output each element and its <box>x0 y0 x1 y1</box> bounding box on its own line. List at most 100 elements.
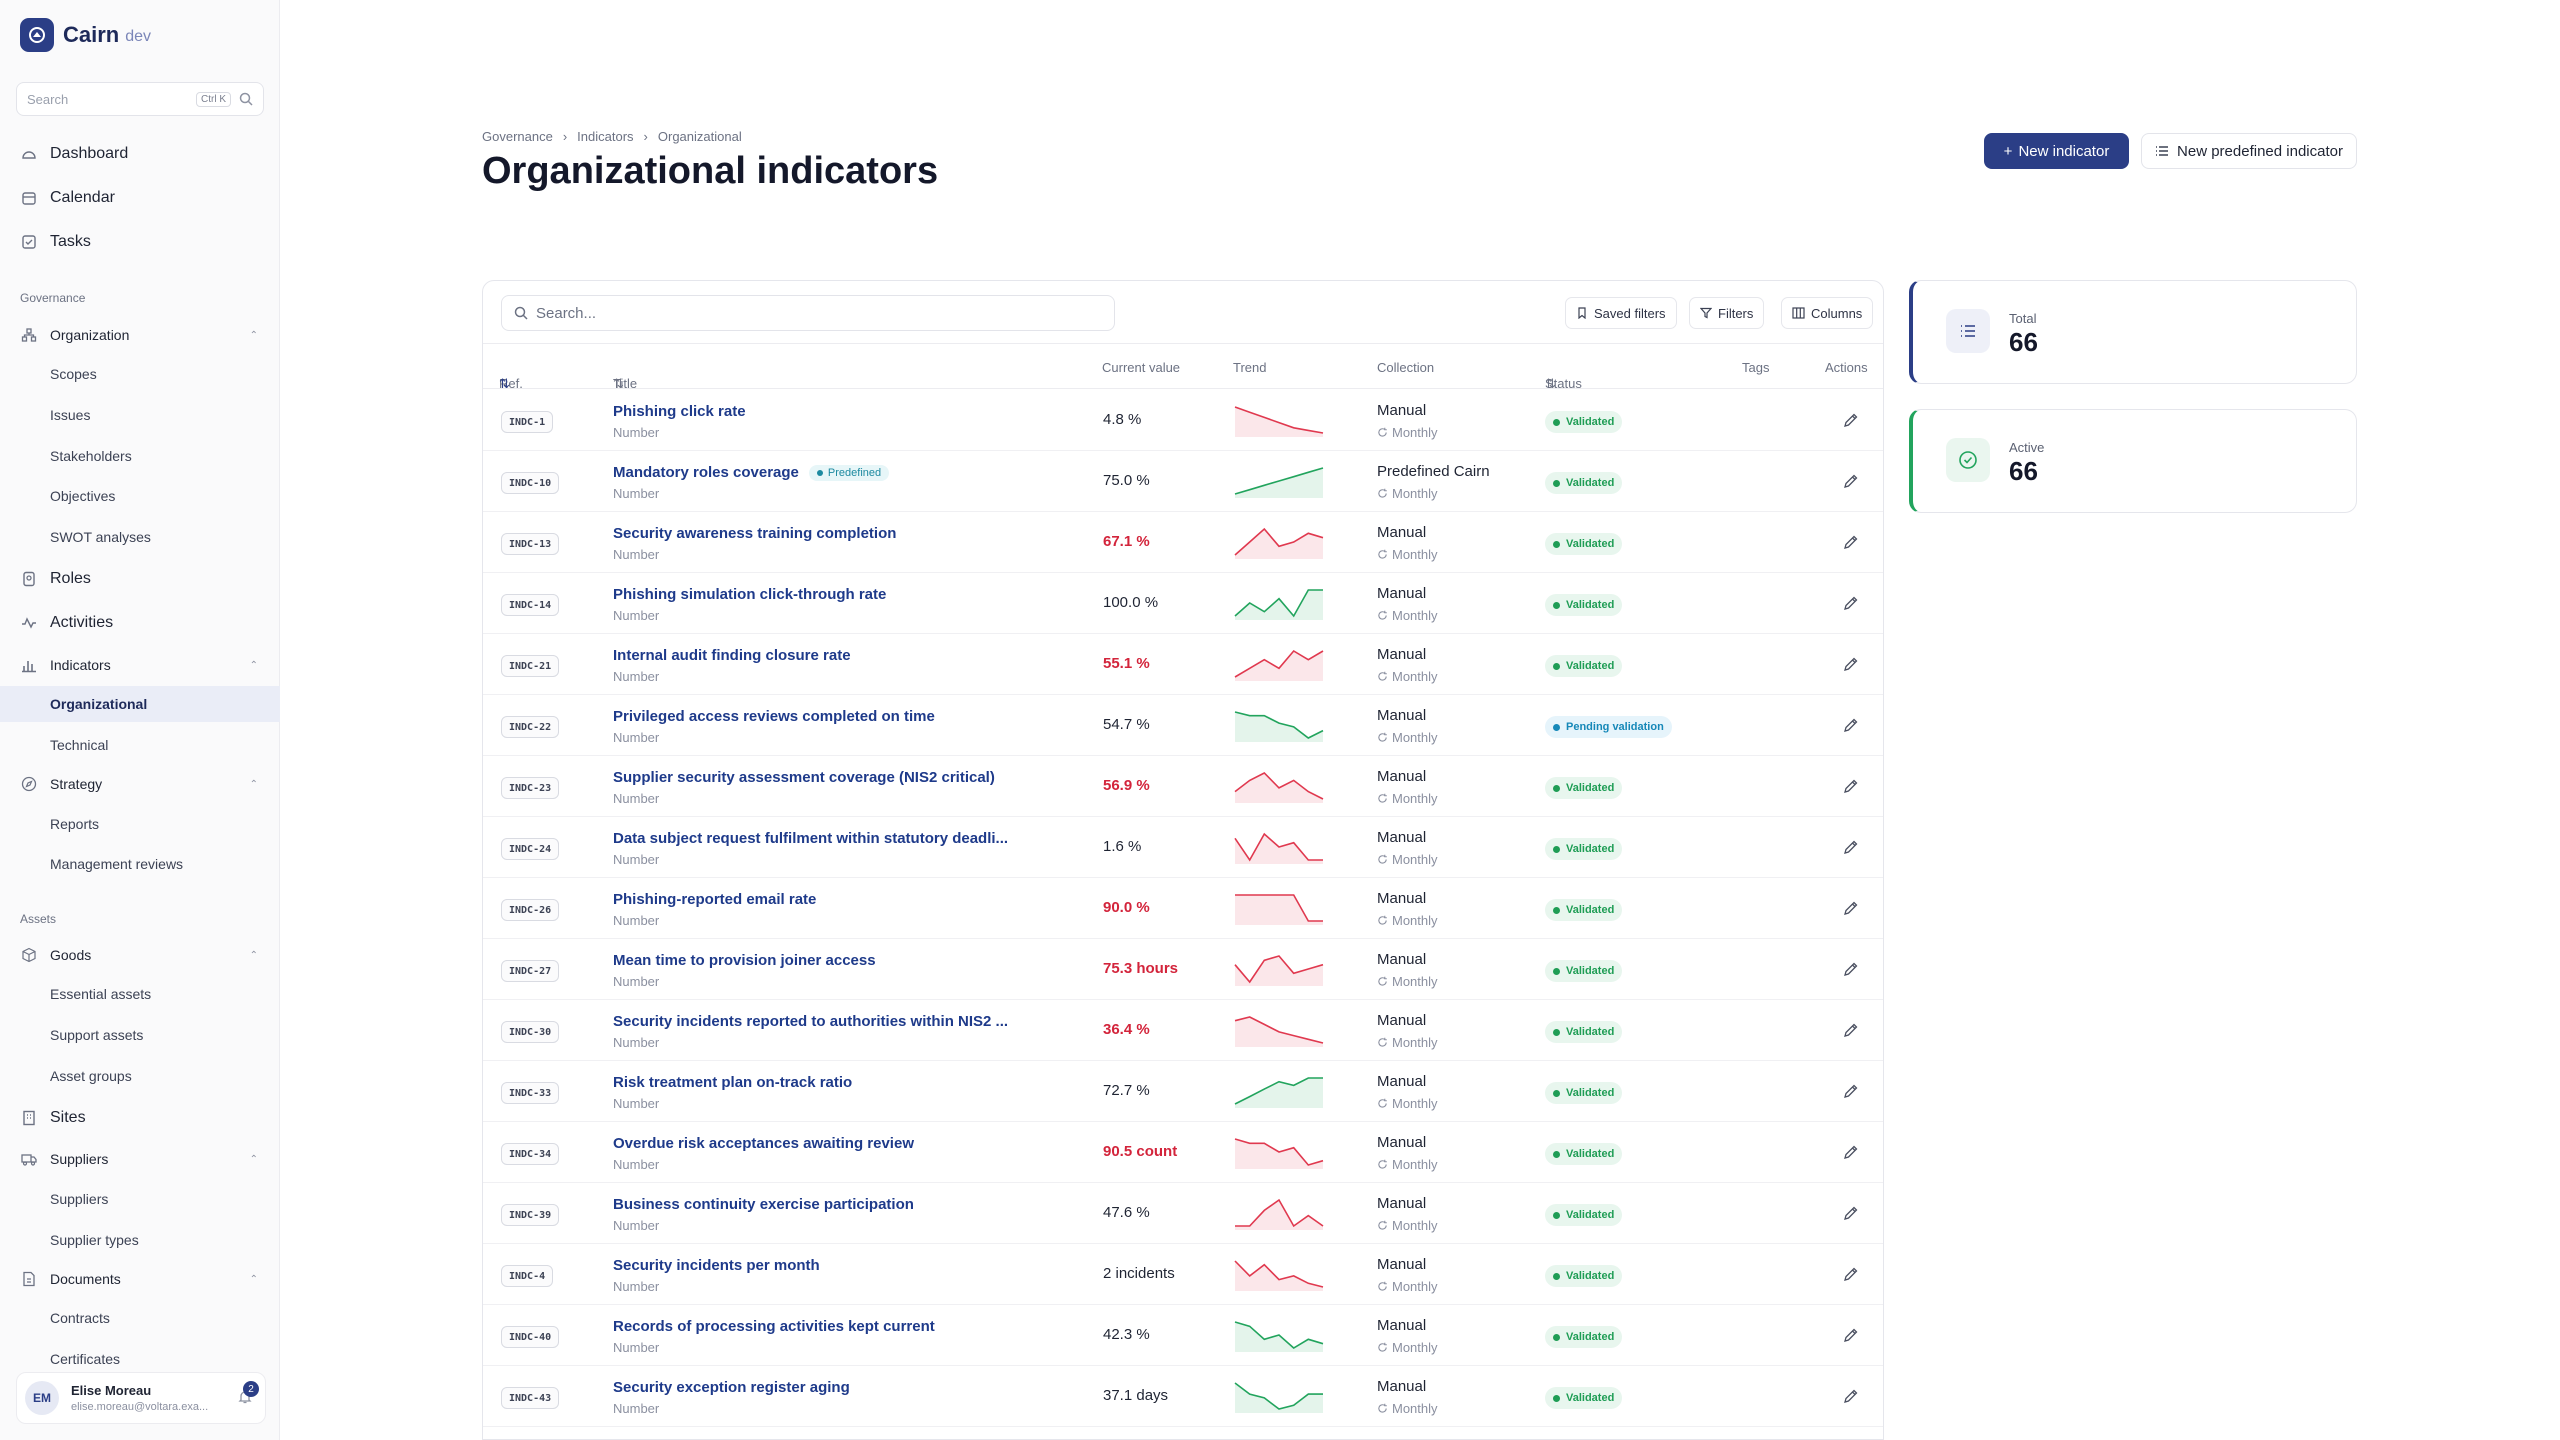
indicator-title-link[interactable]: Mean time to provision joiner access <box>613 952 876 969</box>
edit-button[interactable] <box>1843 1266 1859 1287</box>
table-row[interactable]: INDC-22 Privileged access reviews complet… <box>483 695 1883 756</box>
table-row[interactable]: INDC-34 Overdue risk acceptances awaiting… <box>483 1122 1883 1183</box>
indicator-title-link[interactable]: Phishing-reported email rate <box>613 891 816 908</box>
sidebar-item-stakeholders[interactable]: Stakeholders <box>50 448 132 464</box>
table-row[interactable]: INDC-39 Business continuity exercise part… <box>483 1183 1883 1244</box>
table-row[interactable]: INDC-43 Security exception register aging… <box>483 1366 1883 1427</box>
notifications-button[interactable]: 2 <box>237 1381 259 1410</box>
table-row[interactable]: INDC-40 Records of processing activities … <box>483 1305 1883 1366</box>
sidebar-item-asset-groups[interactable]: Asset groups <box>50 1068 132 1084</box>
edit-button[interactable] <box>1843 717 1859 738</box>
sidebar-group-indicators[interactable]: Indicators ⌃ <box>0 653 280 677</box>
table-search-input[interactable]: Search... <box>501 295 1115 331</box>
trend-sparkline <box>1234 467 1324 498</box>
edit-button[interactable] <box>1843 1205 1859 1226</box>
edit-button[interactable] <box>1843 778 1859 799</box>
indicator-title-link[interactable]: Internal audit finding closure rate <box>613 647 851 664</box>
indicator-title-link[interactable]: Security exception register aging <box>613 1379 850 1396</box>
calendar-icon <box>20 189 38 207</box>
sidebar-item-technical[interactable]: Technical <box>50 737 109 753</box>
sidebar-item-swot[interactable]: SWOT analyses <box>50 529 151 545</box>
edit-button[interactable] <box>1843 839 1859 860</box>
sidebar-item-contracts[interactable]: Contracts <box>50 1310 110 1326</box>
indicator-title-link[interactable]: Supplier security assessment coverage (N… <box>613 769 995 786</box>
table-row[interactable]: INDC-27 Mean time to provision joiner acc… <box>483 939 1883 1000</box>
sidebar-item-sites[interactable]: Sites <box>0 1104 280 1132</box>
table-row[interactable]: INDC-30 Security incidents reported to au… <box>483 1000 1883 1061</box>
indicator-title-link[interactable]: Risk treatment plan on-track ratio <box>613 1074 852 1091</box>
table-row[interactable]: INDC-4 Security incidents per month Number… <box>483 1244 1883 1305</box>
sparkline-line <box>1234 1260 1324 1288</box>
sidebar-item-reports[interactable]: Reports <box>50 816 100 832</box>
sidebar-item-scopes[interactable]: Scopes <box>50 366 97 382</box>
sidebar-group-goods[interactable]: Goods ⌃ <box>0 943 280 967</box>
collection-method: Manual <box>1377 585 1427 602</box>
table-row[interactable]: INDC-13 Security awareness training compl… <box>483 512 1883 573</box>
breadcrumb-item[interactable]: Indicators <box>577 129 634 144</box>
indicator-title-link[interactable]: Data subject request fulfilment within s… <box>613 830 1008 847</box>
sidebar-item-issues[interactable]: Issues <box>50 407 91 423</box>
edit-button[interactable] <box>1843 1327 1859 1348</box>
indicator-ref: INDC-26 <box>501 899 560 921</box>
edit-button[interactable] <box>1843 473 1859 494</box>
sidebar-item-organizational[interactable]: Organizational <box>0 686 280 722</box>
indicator-title-link[interactable]: Security incidents per month <box>613 1257 820 1274</box>
edit-button[interactable] <box>1843 534 1859 555</box>
table-row[interactable]: INDC-23 Supplier security assessment cove… <box>483 756 1883 817</box>
chevron-right-icon: › <box>643 129 648 144</box>
table-row[interactable]: INDC-26 Phishing-reported email rate Numbe… <box>483 878 1883 939</box>
table-row[interactable]: INDC-1 Phishing click rate Number 4.8 % Manu… <box>483 390 1883 451</box>
indicator-title-link[interactable]: Mandatory roles coverage Predefined <box>613 464 890 482</box>
sidebar-item-objectives[interactable]: Objectives <box>50 488 116 504</box>
sidebar-item-support-assets[interactable]: Support assets <box>50 1027 144 1043</box>
edit-button[interactable] <box>1843 656 1859 677</box>
indicator-ref: INDC-4 <box>501 1265 554 1287</box>
table-row[interactable]: INDC-21 Internal audit finding closure ra… <box>483 634 1883 695</box>
user-menu[interactable]: EM Elise Moreau elise.moreau@voltara.exa… <box>16 1372 266 1424</box>
indicator-title-link[interactable]: Security incidents reported to authoriti… <box>613 1013 1008 1030</box>
table-row[interactable]: INDC-14 Phishing simulation click-through… <box>483 573 1883 634</box>
sidebar-group-organization[interactable]: Organization ⌃ <box>0 323 280 347</box>
sidebar-item-certificates[interactable]: Certificates <box>50 1351 121 1367</box>
sidebar-item-suppliers[interactable]: Suppliers <box>50 1191 109 1207</box>
indicator-title-link[interactable]: Records of processing activities kept cu… <box>613 1318 935 1335</box>
table-row[interactable]: INDC-33 Risk treatment plan on-track rati… <box>483 1061 1883 1122</box>
table-row[interactable]: INDC-10 Mandatory roles coverage Predefine… <box>483 451 1883 512</box>
indicator-title-link[interactable]: Phishing click rate <box>613 403 746 420</box>
edit-button[interactable] <box>1843 1083 1859 1104</box>
indicator-title: Phishing-reported email rate <box>613 891 817 908</box>
sidebar-item-dashboard[interactable]: Dashboard <box>0 140 280 168</box>
sidebar-item-tasks[interactable]: Tasks <box>0 228 280 256</box>
new-predefined-indicator-button[interactable]: New predefined indicator <box>2141 133 2357 169</box>
columns-button[interactable]: Columns <box>1781 297 1874 329</box>
sidebar-group-suppliers[interactable]: Suppliers ⌃ <box>0 1147 280 1171</box>
edit-button[interactable] <box>1843 1144 1859 1165</box>
indicator-title-link[interactable]: Business continuity exercise participati… <box>613 1196 914 1213</box>
indicator-title-link[interactable]: Overdue risk acceptances awaiting review <box>613 1135 914 1152</box>
sidebar-item-management-reviews[interactable]: Management reviews <box>50 856 184 872</box>
table-row[interactable]: INDC-24 Data subject request fulfilment w… <box>483 817 1883 878</box>
sidebar-item-roles[interactable]: Roles <box>0 565 280 593</box>
breadcrumb-item[interactable]: Governance <box>482 129 553 144</box>
edit-button[interactable] <box>1843 961 1859 982</box>
edit-button[interactable] <box>1843 412 1859 433</box>
saved-filters-button[interactable]: Saved filters <box>1565 297 1677 329</box>
edit-button[interactable] <box>1843 1022 1859 1043</box>
edit-button[interactable] <box>1843 900 1859 921</box>
indicator-title-link[interactable]: Phishing simulation click-through rate <box>613 586 886 603</box>
indicator-title-link[interactable]: Privileged access reviews completed on t… <box>613 708 935 725</box>
sidebar-search[interactable]: Search Ctrl K <box>16 82 264 116</box>
sidebar-item-essential-assets[interactable]: Essential assets <box>50 986 152 1002</box>
sidebar-item-activities[interactable]: Activities <box>0 609 280 637</box>
app-logo[interactable]: Cairn dev <box>20 18 151 52</box>
sidebar-group-strategy[interactable]: Strategy ⌃ <box>0 772 280 796</box>
edit-button[interactable] <box>1843 595 1859 616</box>
sidebar-group-documents[interactable]: Documents ⌃ <box>0 1267 280 1291</box>
indicator-title-link[interactable]: Security awareness training completion <box>613 525 896 542</box>
sidebar-item-calendar[interactable]: Calendar <box>0 184 280 212</box>
new-indicator-button[interactable]: + New indicator <box>1984 133 2129 169</box>
filters-button[interactable]: Filters <box>1689 297 1765 329</box>
edit-button[interactable] <box>1843 1388 1859 1409</box>
status-label: Validated <box>1566 1026 1615 1038</box>
sidebar-item-supplier-types[interactable]: Supplier types <box>50 1232 139 1248</box>
